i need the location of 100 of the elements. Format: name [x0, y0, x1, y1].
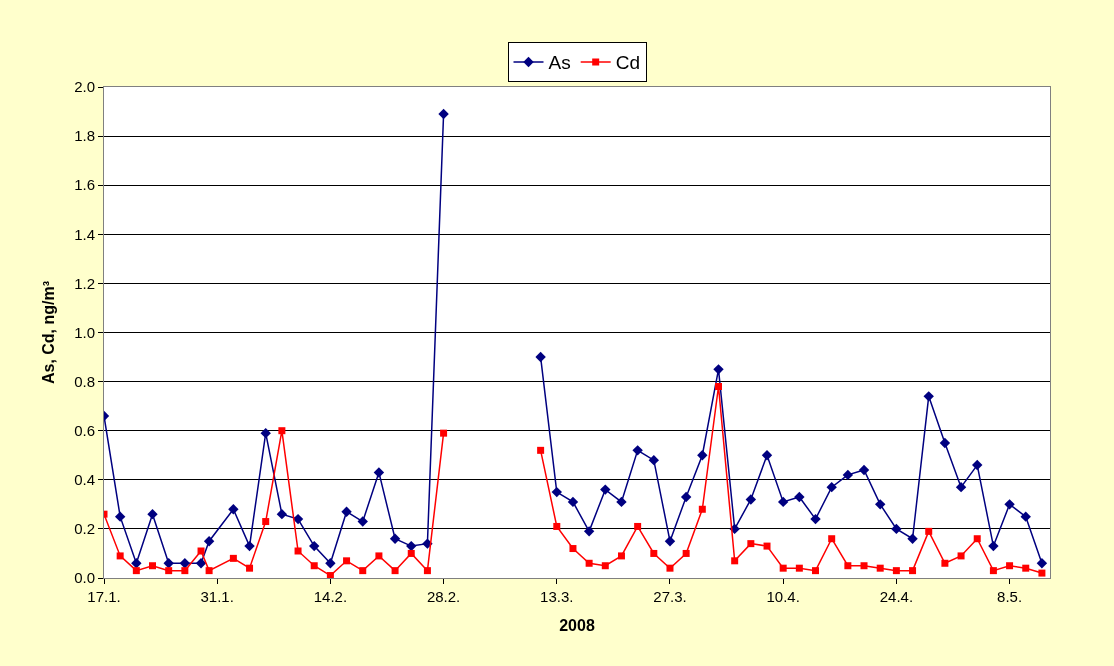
y-tick-label: 1.2: [74, 274, 95, 292]
point: [731, 557, 739, 565]
point: [294, 547, 302, 555]
x-tick-label: 17.1.: [87, 588, 121, 605]
point: [1036, 558, 1048, 569]
y-tick-label: 1.8: [74, 127, 95, 145]
point: [553, 522, 561, 530]
point: [923, 391, 934, 402]
point: [585, 559, 593, 567]
point: [632, 445, 643, 456]
point: [535, 351, 546, 363]
y-tick-label: 0.8: [74, 372, 95, 390]
point: [842, 469, 854, 481]
point: [810, 513, 821, 525]
x-tick-label: 27.3.: [653, 588, 687, 605]
point: [600, 484, 611, 495]
point: [131, 558, 142, 569]
point: [197, 547, 205, 555]
y-tick-label: 0.2: [74, 520, 95, 538]
point: [391, 567, 399, 575]
point: [907, 533, 918, 544]
point: [747, 540, 755, 548]
x-tick-label: 13.3.: [540, 588, 574, 605]
point: [1038, 569, 1046, 577]
y-tick-label: 2.0: [74, 78, 95, 96]
point: [116, 552, 124, 560]
point: [876, 564, 884, 572]
point: [179, 558, 191, 569]
point: [537, 446, 545, 454]
point: [389, 533, 401, 544]
y-tick-label: 1.4: [74, 225, 95, 243]
point: [745, 494, 757, 505]
point: [697, 450, 708, 461]
point: [276, 508, 288, 520]
point: [229, 554, 237, 562]
point: [278, 427, 286, 435]
y-tick-label: 0.6: [74, 421, 95, 439]
legend-label: Cd: [615, 52, 640, 74]
point: [440, 429, 448, 437]
point: [698, 505, 706, 513]
point: [292, 513, 304, 525]
point: [682, 549, 690, 557]
point: [326, 572, 334, 578]
x-tick-label: 24.4.: [879, 588, 914, 605]
point: [1022, 564, 1030, 572]
point: [925, 527, 933, 535]
point: [407, 549, 415, 557]
point: [583, 526, 595, 537]
point: [567, 496, 579, 508]
point: [195, 558, 207, 569]
point: [165, 567, 173, 575]
point: [875, 499, 886, 510]
point: [181, 567, 189, 575]
point: [601, 562, 609, 570]
point: [163, 558, 174, 569]
legend-label: As: [548, 52, 571, 74]
point: [826, 481, 837, 493]
point: [132, 567, 140, 575]
point: [343, 557, 351, 565]
point: [779, 564, 787, 572]
point: [114, 511, 126, 522]
point: [147, 508, 158, 520]
point: [860, 562, 868, 570]
point: [844, 562, 852, 570]
x-tick-label: 8.5.: [997, 588, 1023, 605]
point: [357, 516, 368, 527]
point: [616, 496, 627, 508]
point: [713, 364, 724, 375]
point: [777, 496, 789, 508]
point: [664, 535, 676, 547]
point: [375, 552, 383, 560]
point: [988, 540, 999, 552]
point: [761, 450, 773, 461]
point: [715, 383, 722, 391]
x-tick-label: 10.4.: [766, 588, 800, 605]
point: [310, 562, 318, 570]
point: [648, 454, 660, 466]
point: [812, 567, 820, 575]
point: [794, 491, 805, 503]
point: [858, 464, 870, 476]
point: [260, 427, 271, 439]
point: [569, 545, 577, 553]
point: [795, 564, 803, 572]
point: [228, 504, 239, 515]
x-tick-label: 31.1.: [200, 588, 234, 605]
point: [1004, 499, 1015, 510]
point: [666, 564, 674, 572]
point: [423, 567, 431, 575]
point: [438, 108, 449, 120]
point: [617, 552, 625, 560]
x-tick-label: 14.2.: [313, 588, 348, 605]
point: [941, 559, 949, 567]
point: [973, 535, 981, 543]
y-tick-label: 1.0: [74, 323, 95, 341]
point: [989, 567, 997, 575]
point: [359, 567, 367, 575]
point: [909, 567, 917, 575]
point: [244, 540, 255, 552]
point: [634, 522, 642, 530]
point: [551, 486, 562, 498]
